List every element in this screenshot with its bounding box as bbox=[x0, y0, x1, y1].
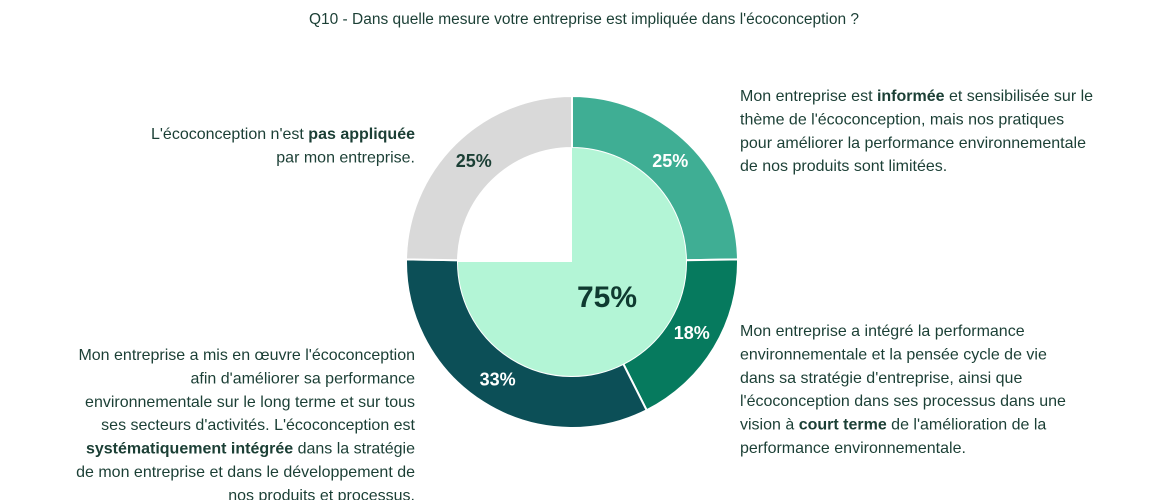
annotation-text: de nos produits sont limitées. bbox=[740, 158, 947, 175]
annotation-bold: systématiquement intégrée bbox=[86, 441, 293, 458]
donut-segment bbox=[405, 94, 573, 262]
data-label: 25% bbox=[652, 151, 688, 171]
annotation-text: vision à bbox=[740, 417, 799, 434]
annotation-text: l'écoconception dans ses processus dans … bbox=[740, 393, 1066, 410]
annotation-line: ses secteurs d'activités. L'écoconceptio… bbox=[101, 417, 415, 434]
annotation-line: environnementale sur le long terme et su… bbox=[85, 394, 415, 411]
annotation-text: de mon entreprise et dans le développeme… bbox=[76, 464, 415, 481]
annotation-bold: pas appliquée bbox=[308, 126, 415, 143]
annotation-text: afin d'améliorer sa performance bbox=[191, 370, 416, 387]
annotation-line: pour améliorer la performance environnem… bbox=[740, 135, 1086, 152]
annotation-line: nos produits et processus. bbox=[228, 487, 415, 500]
annotation-line: afin d'améliorer sa performance bbox=[191, 370, 416, 387]
annotation-line: dans sa stratégie d'entreprise, ainsi qu… bbox=[740, 370, 1022, 387]
annotation-line: environnementale et la pensée cycle de v… bbox=[740, 346, 1047, 363]
annotation-text: dans sa stratégie d'entreprise, ainsi qu… bbox=[740, 370, 1022, 387]
annotation-text: Mon entreprise a intégré la performance bbox=[740, 323, 1025, 340]
annotation-line: Mon entreprise a intégré la performance bbox=[740, 323, 1025, 340]
annotation-line: par mon entreprise. bbox=[276, 149, 415, 166]
annotation-text: thème de l'écoconception, mais nos prati… bbox=[740, 111, 1064, 128]
annotation-text: L'écoconception n'est bbox=[151, 126, 308, 143]
annotation-text: Mon entreprise est bbox=[740, 88, 877, 105]
annotation-line: systématiquement intégrée dans la straté… bbox=[86, 441, 415, 458]
annotation-text: ses secteurs d'activités. L'écoconceptio… bbox=[101, 417, 415, 434]
annotation-text: Mon entreprise a mis en œuvre l'écoconce… bbox=[78, 347, 415, 364]
inner-label: 75% bbox=[577, 281, 637, 314]
annotation-line: thème de l'écoconception, mais nos prati… bbox=[740, 111, 1064, 128]
chart-title: Q10 - Dans quelle mesure votre entrepris… bbox=[309, 11, 859, 28]
annotation-line: de nos produits sont limitées. bbox=[740, 158, 947, 175]
inner-pie bbox=[458, 148, 686, 376]
annotation-line: L'écoconception n'est pas appliquée bbox=[151, 126, 415, 143]
annotation-line: l'écoconception dans ses processus dans … bbox=[740, 393, 1066, 410]
annotation-line: Mon entreprise est informée et sensibili… bbox=[740, 88, 1093, 105]
data-label: 18% bbox=[674, 323, 710, 343]
annotation-line: de mon entreprise et dans le développeme… bbox=[76, 464, 415, 481]
annotation-line: vision à court terme de l'amélioration d… bbox=[740, 417, 1046, 434]
annotation-text: dans la stratégie bbox=[293, 441, 415, 458]
annotation-text: par mon entreprise. bbox=[276, 149, 415, 166]
annotation-text: et sensibilisée sur le bbox=[945, 88, 1094, 105]
annotation-text: performance environnementale. bbox=[740, 440, 966, 457]
data-label: 25% bbox=[456, 151, 492, 171]
annotation-line: Mon entreprise a mis en œuvre l'écoconce… bbox=[78, 347, 415, 364]
annotation-bold: court terme bbox=[799, 417, 887, 434]
annotation-text: environnementale sur le long terme et su… bbox=[85, 394, 415, 411]
annotation-text: de l'amélioration de la bbox=[887, 417, 1047, 434]
annotation-bold: informée bbox=[877, 88, 945, 105]
annotation-text: environnementale et la pensée cycle de v… bbox=[740, 346, 1047, 363]
annotation-text: nos produits et processus. bbox=[228, 487, 415, 500]
annotation-text: pour améliorer la performance environnem… bbox=[740, 135, 1086, 152]
annotation-line: performance environnementale. bbox=[740, 440, 966, 457]
data-label: 33% bbox=[480, 369, 516, 389]
